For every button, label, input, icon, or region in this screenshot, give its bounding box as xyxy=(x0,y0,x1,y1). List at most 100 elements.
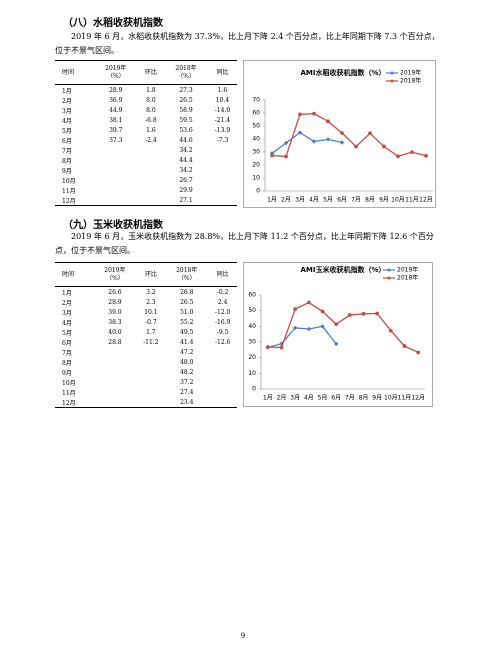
table-cell: -2.4 xyxy=(145,136,157,144)
table-cell: 28.9 xyxy=(108,298,122,306)
table-row: 9月 48.2 xyxy=(55,367,237,377)
table-row: 10月 37.2 xyxy=(55,377,237,387)
y-tick-label: 0 xyxy=(256,188,260,195)
table-cell: 29.9 xyxy=(179,186,193,194)
point xyxy=(396,154,400,159)
table-cell: 1.8 xyxy=(146,86,156,94)
header-text: （%） xyxy=(177,274,196,282)
x-tick-label: 8月 xyxy=(359,395,369,402)
point xyxy=(293,307,298,311)
table-cell: 7月 xyxy=(62,349,72,357)
legend-marker xyxy=(387,268,391,272)
table-cell xyxy=(208,185,237,195)
header-text: 2018年 xyxy=(175,64,197,72)
header-cell: 时间 xyxy=(55,262,94,287)
header-text: 时间 xyxy=(62,270,75,278)
table-cell: 1.7 xyxy=(146,328,156,336)
table-cell: -7.3 xyxy=(216,136,229,144)
section-title: （八）水稻收获机指数 xyxy=(63,18,163,29)
point xyxy=(416,350,421,355)
header-text: （%） xyxy=(106,274,124,282)
table-cell: 55.2 xyxy=(180,318,194,326)
table-cell: 34.2 xyxy=(179,146,193,154)
y-tick-label: 20 xyxy=(248,354,256,361)
point xyxy=(347,313,352,317)
header-cell: 2018年 （%） xyxy=(165,262,209,287)
table-cell: 36.9 xyxy=(109,96,123,104)
y-tick-label: 10 xyxy=(252,175,260,182)
table-cell: 26.7 xyxy=(179,176,193,184)
header-cell: 2019年 （%） xyxy=(93,262,137,287)
x-tick-label: 2月 xyxy=(281,197,291,204)
header-cell: 2019年 （%） xyxy=(93,60,138,85)
x-tick-label: 4月 xyxy=(309,197,319,204)
table-cell xyxy=(208,377,237,387)
table-cell: 3月 xyxy=(62,309,72,317)
point xyxy=(270,153,274,158)
table-row: 8月 44.4 xyxy=(55,155,237,165)
header-text: 时间 xyxy=(62,68,75,76)
table-cell xyxy=(138,145,164,155)
header-cell: 环比 xyxy=(136,262,166,287)
table-cell xyxy=(93,367,136,377)
table-cell xyxy=(137,397,166,408)
table-cell xyxy=(94,145,138,155)
header-row: 时间 2019年 （%） 环比 2018年 （%） 同比 xyxy=(55,60,237,85)
table-cell xyxy=(208,175,237,185)
table-cell: -9.5 xyxy=(216,328,229,336)
header-text: 2019年 xyxy=(105,64,127,72)
table-cell: 38.1 xyxy=(109,116,123,124)
table-row: 7月 34.2 xyxy=(55,145,237,155)
point xyxy=(402,344,407,348)
table-cell xyxy=(208,397,237,408)
table-cell: 1月 xyxy=(62,87,72,95)
point xyxy=(354,144,358,149)
chart-frame xyxy=(243,262,433,407)
table-cell: -13.9 xyxy=(214,126,231,134)
legend-marker xyxy=(390,79,394,83)
header-cell: 同比 xyxy=(207,60,237,85)
paragraph: 2019 年 6 月，玉米收获机指数为 28.8%，比上月下降 11.2 个百分… xyxy=(55,232,434,255)
table-cell: 48.2 xyxy=(180,368,194,376)
table-cell: 40.0 xyxy=(108,328,122,336)
point xyxy=(340,131,344,135)
point xyxy=(306,326,312,332)
table-row: 1月 26.6 3.2 26.8 -0.2 xyxy=(55,287,237,298)
table-cell: 37.3 xyxy=(109,136,123,144)
table-cell: 3.2 xyxy=(146,288,156,296)
x-tick-label: 4月 xyxy=(304,395,314,402)
table-row: 9月 34.2 xyxy=(55,165,237,175)
series-line xyxy=(271,112,427,158)
point xyxy=(375,311,380,316)
table-cell: 39.7 xyxy=(109,126,123,134)
header-text: 2019年 xyxy=(104,266,126,274)
table-cell xyxy=(94,195,138,206)
table-cell: 5月 xyxy=(62,127,72,135)
table-cell xyxy=(208,165,237,175)
table-cell xyxy=(208,195,237,206)
x-tick-label: 12月 xyxy=(419,197,433,204)
table-row: 3月 44.9 8.0 58.9 -14.0 xyxy=(55,105,237,115)
table-cell: 27.3 xyxy=(179,86,193,94)
table-cell: 8.0 xyxy=(146,106,156,114)
table-cell: 51.0 xyxy=(180,308,194,316)
table-cell: 3月 xyxy=(62,107,72,115)
table-cell: 11月 xyxy=(62,389,76,397)
x-tick-label: 3月 xyxy=(290,395,300,402)
table-cell: 2.3 xyxy=(146,298,156,306)
table-cell: 47.2 xyxy=(180,348,194,356)
y-tick-label: 50 xyxy=(248,307,256,314)
table-cell: 2月 xyxy=(62,97,72,105)
x-tick-label: 1月 xyxy=(263,395,273,402)
table-cell xyxy=(138,165,164,175)
table-row: 4月 38.1 -6.8 59.5 -21.4 xyxy=(55,115,237,125)
table-cell: 58.9 xyxy=(179,106,193,114)
table-cell xyxy=(138,155,164,165)
table-cell xyxy=(208,347,237,357)
point xyxy=(382,144,386,149)
table-row: 3月 39.0 10.1 51.0 -12.0 xyxy=(55,307,237,317)
table-cell xyxy=(137,377,166,387)
table-cell: 27.4 xyxy=(180,388,194,396)
chart: AMI玉米收获机指数（%） 0 10 20 30 40 50 60 1月 2月 3月 4月 5月 6月 7月… xyxy=(243,262,433,407)
table-cell: 1.6 xyxy=(146,126,156,134)
